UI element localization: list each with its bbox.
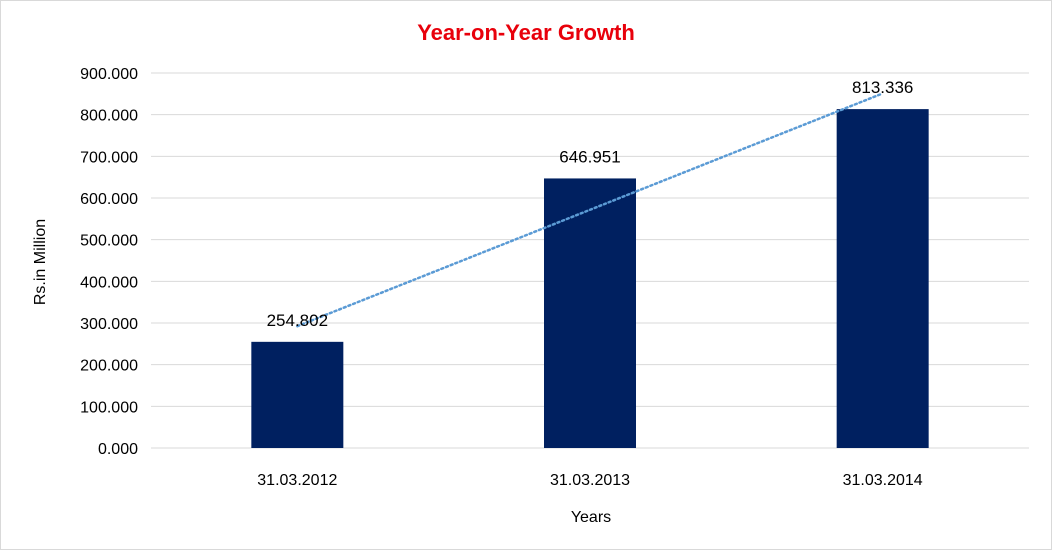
x-axis-title: Years xyxy=(571,509,611,526)
x-axis-tick-labels: 31.03.2012 31.03.2013 31.03.2014 xyxy=(257,472,923,489)
y-tick-label: 0.000 xyxy=(98,441,138,458)
bars xyxy=(251,109,929,449)
bar-31.03.2014 xyxy=(836,109,929,449)
y-tick-label: 600.000 xyxy=(80,191,138,208)
y-tick-label: 500.000 xyxy=(80,233,138,250)
y-tick-label: 200.000 xyxy=(80,358,138,375)
trendline xyxy=(296,92,884,328)
y-tick-label: 700.000 xyxy=(80,149,138,166)
bar-31.03.2012 xyxy=(251,341,344,448)
data-label: 813.336 xyxy=(852,78,913,97)
trendline-layer xyxy=(296,92,884,328)
y-axis-tick-labels: 0.000 100.000 200.000 300.000 400.000 500.000… xyxy=(80,66,138,458)
y-tick-label: 900.000 xyxy=(80,66,138,83)
y-axis-title: Rs.in Million xyxy=(32,219,49,305)
data-labels: 254.802 646.951 813.336 xyxy=(267,78,914,330)
bar-31.03.2013 xyxy=(544,178,636,449)
y-tick-label: 300.000 xyxy=(80,316,138,333)
y-tick-label: 400.000 xyxy=(80,274,138,291)
chart-title: Year-on-Year Growth xyxy=(417,20,635,45)
y-tick-label: 100.000 xyxy=(80,399,138,416)
x-tick-label: 31.03.2013 xyxy=(550,472,630,489)
y-tick-label: 800.000 xyxy=(80,108,138,125)
data-label: 254.802 xyxy=(267,311,328,330)
x-tick-label: 31.03.2014 xyxy=(843,472,923,489)
data-label: 646.951 xyxy=(559,147,620,166)
x-tick-label: 31.03.2012 xyxy=(257,472,337,489)
